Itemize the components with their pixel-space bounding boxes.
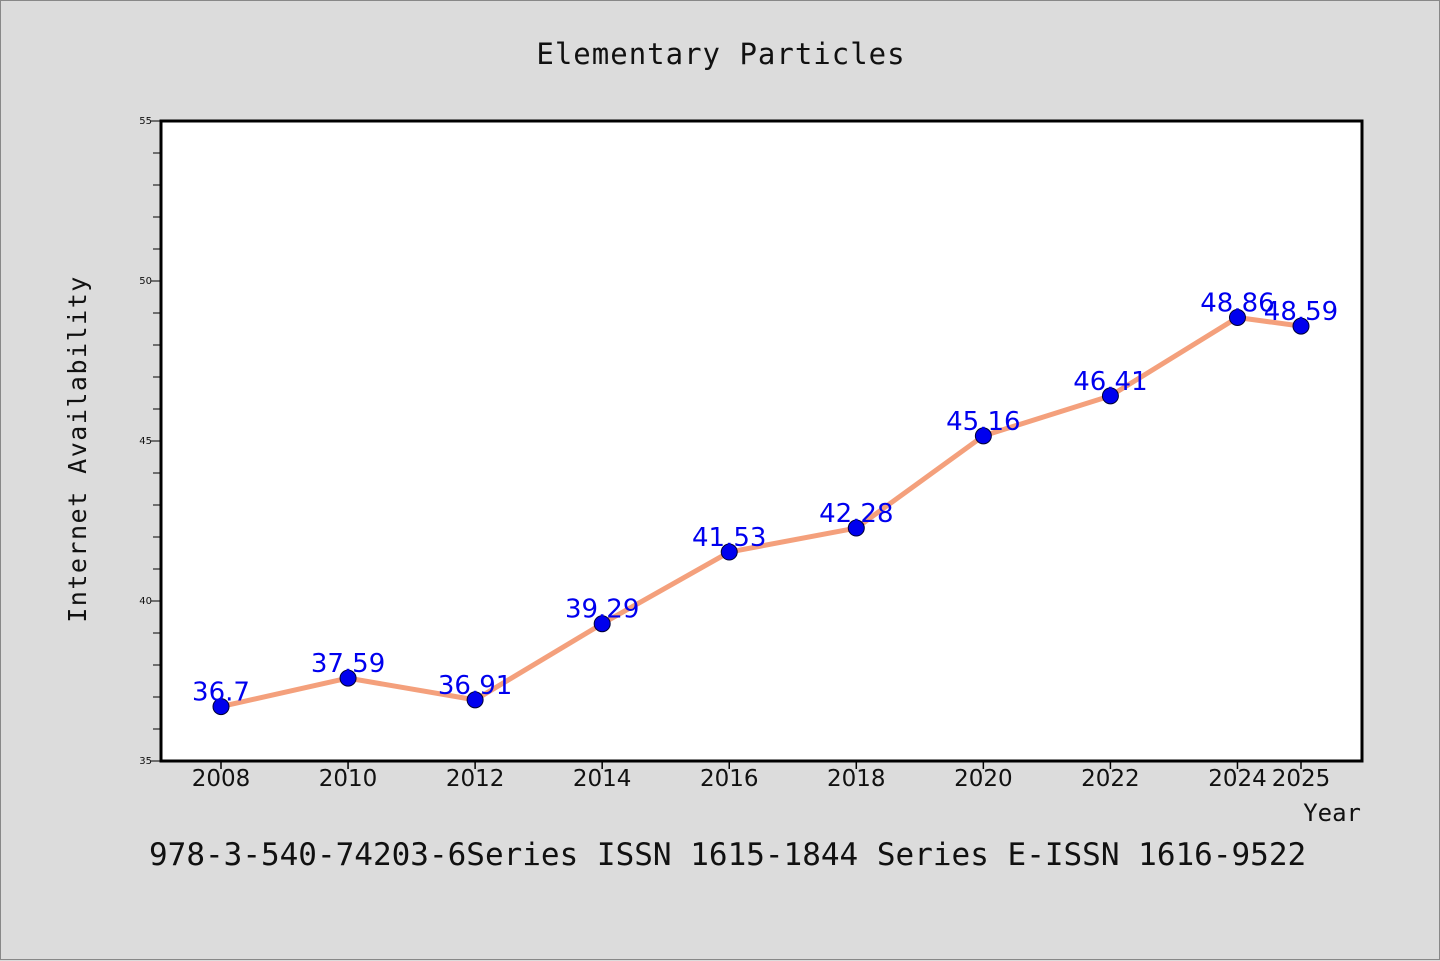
x-tick-label: 2010: [319, 766, 378, 792]
data-label: 46.41: [1073, 367, 1147, 397]
y-tick-label: 55: [139, 116, 152, 127]
data-point: [1228, 308, 1246, 326]
x-tick-label: 2024: [1208, 766, 1267, 792]
data-point: [339, 669, 357, 687]
x-tick-label: 2025: [1272, 766, 1331, 792]
data-point: [1292, 317, 1310, 335]
series-line: [218, 314, 1304, 710]
data-label: 48.86: [1200, 288, 1274, 318]
y-tick-label: 45: [139, 436, 152, 447]
data-label: 42.28: [819, 499, 893, 529]
data-label: 37.59: [311, 649, 385, 679]
x-tick-label: 2018: [827, 766, 886, 792]
x-axis: 2008 2010 2012 2014 2016 2018 2020 2022 2024 2025: [192, 761, 1331, 792]
y-tick-label: 40: [139, 596, 152, 607]
data-point: [593, 615, 611, 633]
series-layer: [212, 308, 1310, 716]
plot-area: [159, 119, 1364, 763]
x-tick-label: 2008: [192, 766, 251, 792]
y-axis-label: Internet Availability: [63, 275, 92, 623]
data-label: 48.59: [1264, 297, 1338, 327]
footer-text: 978-3-540-74203-6Series ISSN 1615-1844 S…: [149, 837, 1306, 873]
data-label: 36.7: [192, 678, 250, 708]
y-tick-label: 35: [139, 756, 152, 767]
x-tick-label: 2014: [573, 766, 632, 792]
data-point: [847, 519, 865, 537]
data-point: [1101, 387, 1119, 405]
x-tick-label: 2012: [446, 766, 505, 792]
x-axis-label: Year: [1303, 799, 1361, 827]
y-tick-label: 50: [139, 276, 152, 287]
data-point: [974, 427, 992, 445]
y-axis: 35 40 45 50 55: [139, 116, 161, 767]
data-label: 39.29: [565, 595, 639, 625]
x-tick-label: 2016: [700, 766, 759, 792]
x-tick-label: 2022: [1081, 766, 1140, 792]
x-tick-label: 2020: [954, 766, 1013, 792]
data-point: [212, 698, 230, 716]
data-label: 41.53: [692, 523, 766, 553]
data-label: 36.91: [438, 671, 512, 701]
data-label-layer: 36.7 37.59 36.91 39.29 41.53 42.28 45.16 46.41 4…: [192, 288, 1338, 707]
data-point: [466, 691, 484, 709]
data-point: [720, 543, 738, 561]
chart-title: Elementary Particles: [536, 37, 905, 71]
data-label: 45.16: [946, 407, 1020, 437]
